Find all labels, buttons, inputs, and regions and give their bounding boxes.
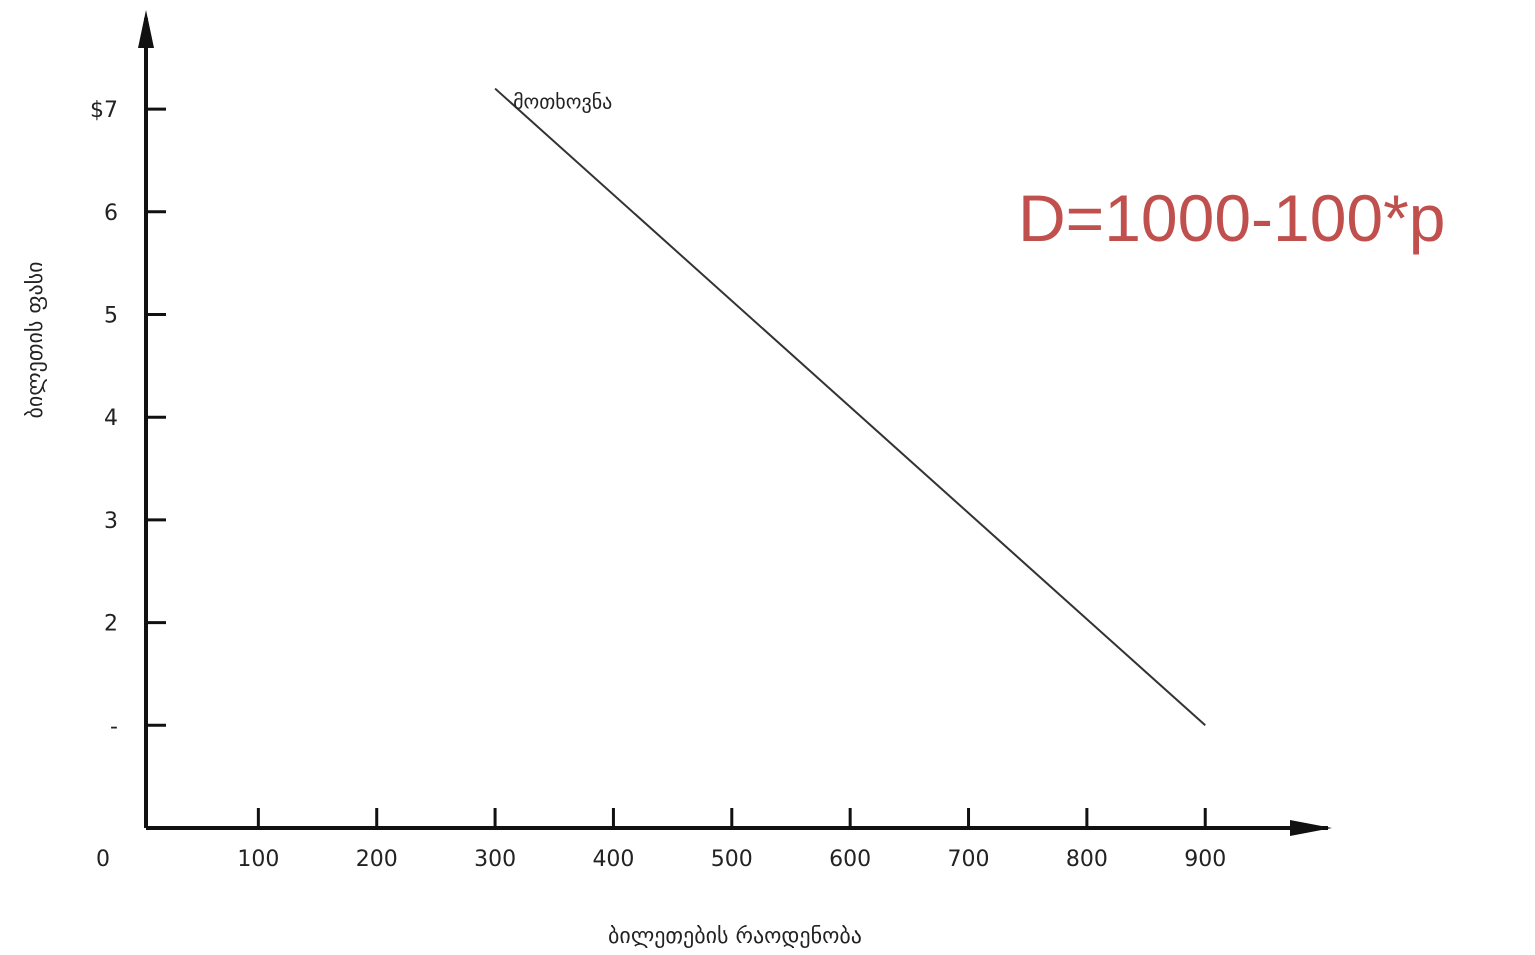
- y-tick-label: 5: [104, 304, 118, 329]
- x-tick-label: 100: [237, 847, 279, 872]
- demand-formula: D=1000-100*p: [1018, 181, 1446, 255]
- x-axis-title: ბილეთების რაოდენობა: [608, 924, 862, 949]
- demand-line: [494, 87, 1206, 727]
- series: მოთხოვნა: [494, 87, 1206, 727]
- y-axis-title: ბილეთის ფასი: [23, 261, 48, 418]
- y-tick-label: -: [110, 714, 118, 739]
- x-tick-label: 200: [356, 847, 398, 872]
- x-tick-label: 600: [829, 847, 871, 872]
- axes: [138, 10, 1332, 836]
- y-tick-label: 6: [104, 201, 118, 226]
- y-tick-label: 4: [104, 406, 118, 431]
- y-axis-arrow: [138, 10, 154, 48]
- x-tick-label: 400: [592, 847, 634, 872]
- x-tick-label: 500: [711, 847, 753, 872]
- origin-label: 0: [96, 847, 110, 872]
- y-tick-label: 3: [104, 509, 118, 534]
- y-tick-label: 2: [104, 612, 118, 637]
- y-ticks: - 2 3 4 5 6 $7: [90, 98, 166, 739]
- x-tick-label: 900: [1184, 847, 1226, 872]
- x-tick-label: 700: [948, 847, 990, 872]
- y-tick-label: $7: [90, 98, 118, 123]
- demand-line-label: მოთხოვნა: [513, 90, 612, 114]
- x-tick-label: 300: [474, 847, 516, 872]
- x-ticks: 100 200 300 400 500 600 700 800 900: [237, 808, 1226, 872]
- x-tick-label: 800: [1066, 847, 1108, 872]
- x-axis-arrow: [1290, 820, 1332, 836]
